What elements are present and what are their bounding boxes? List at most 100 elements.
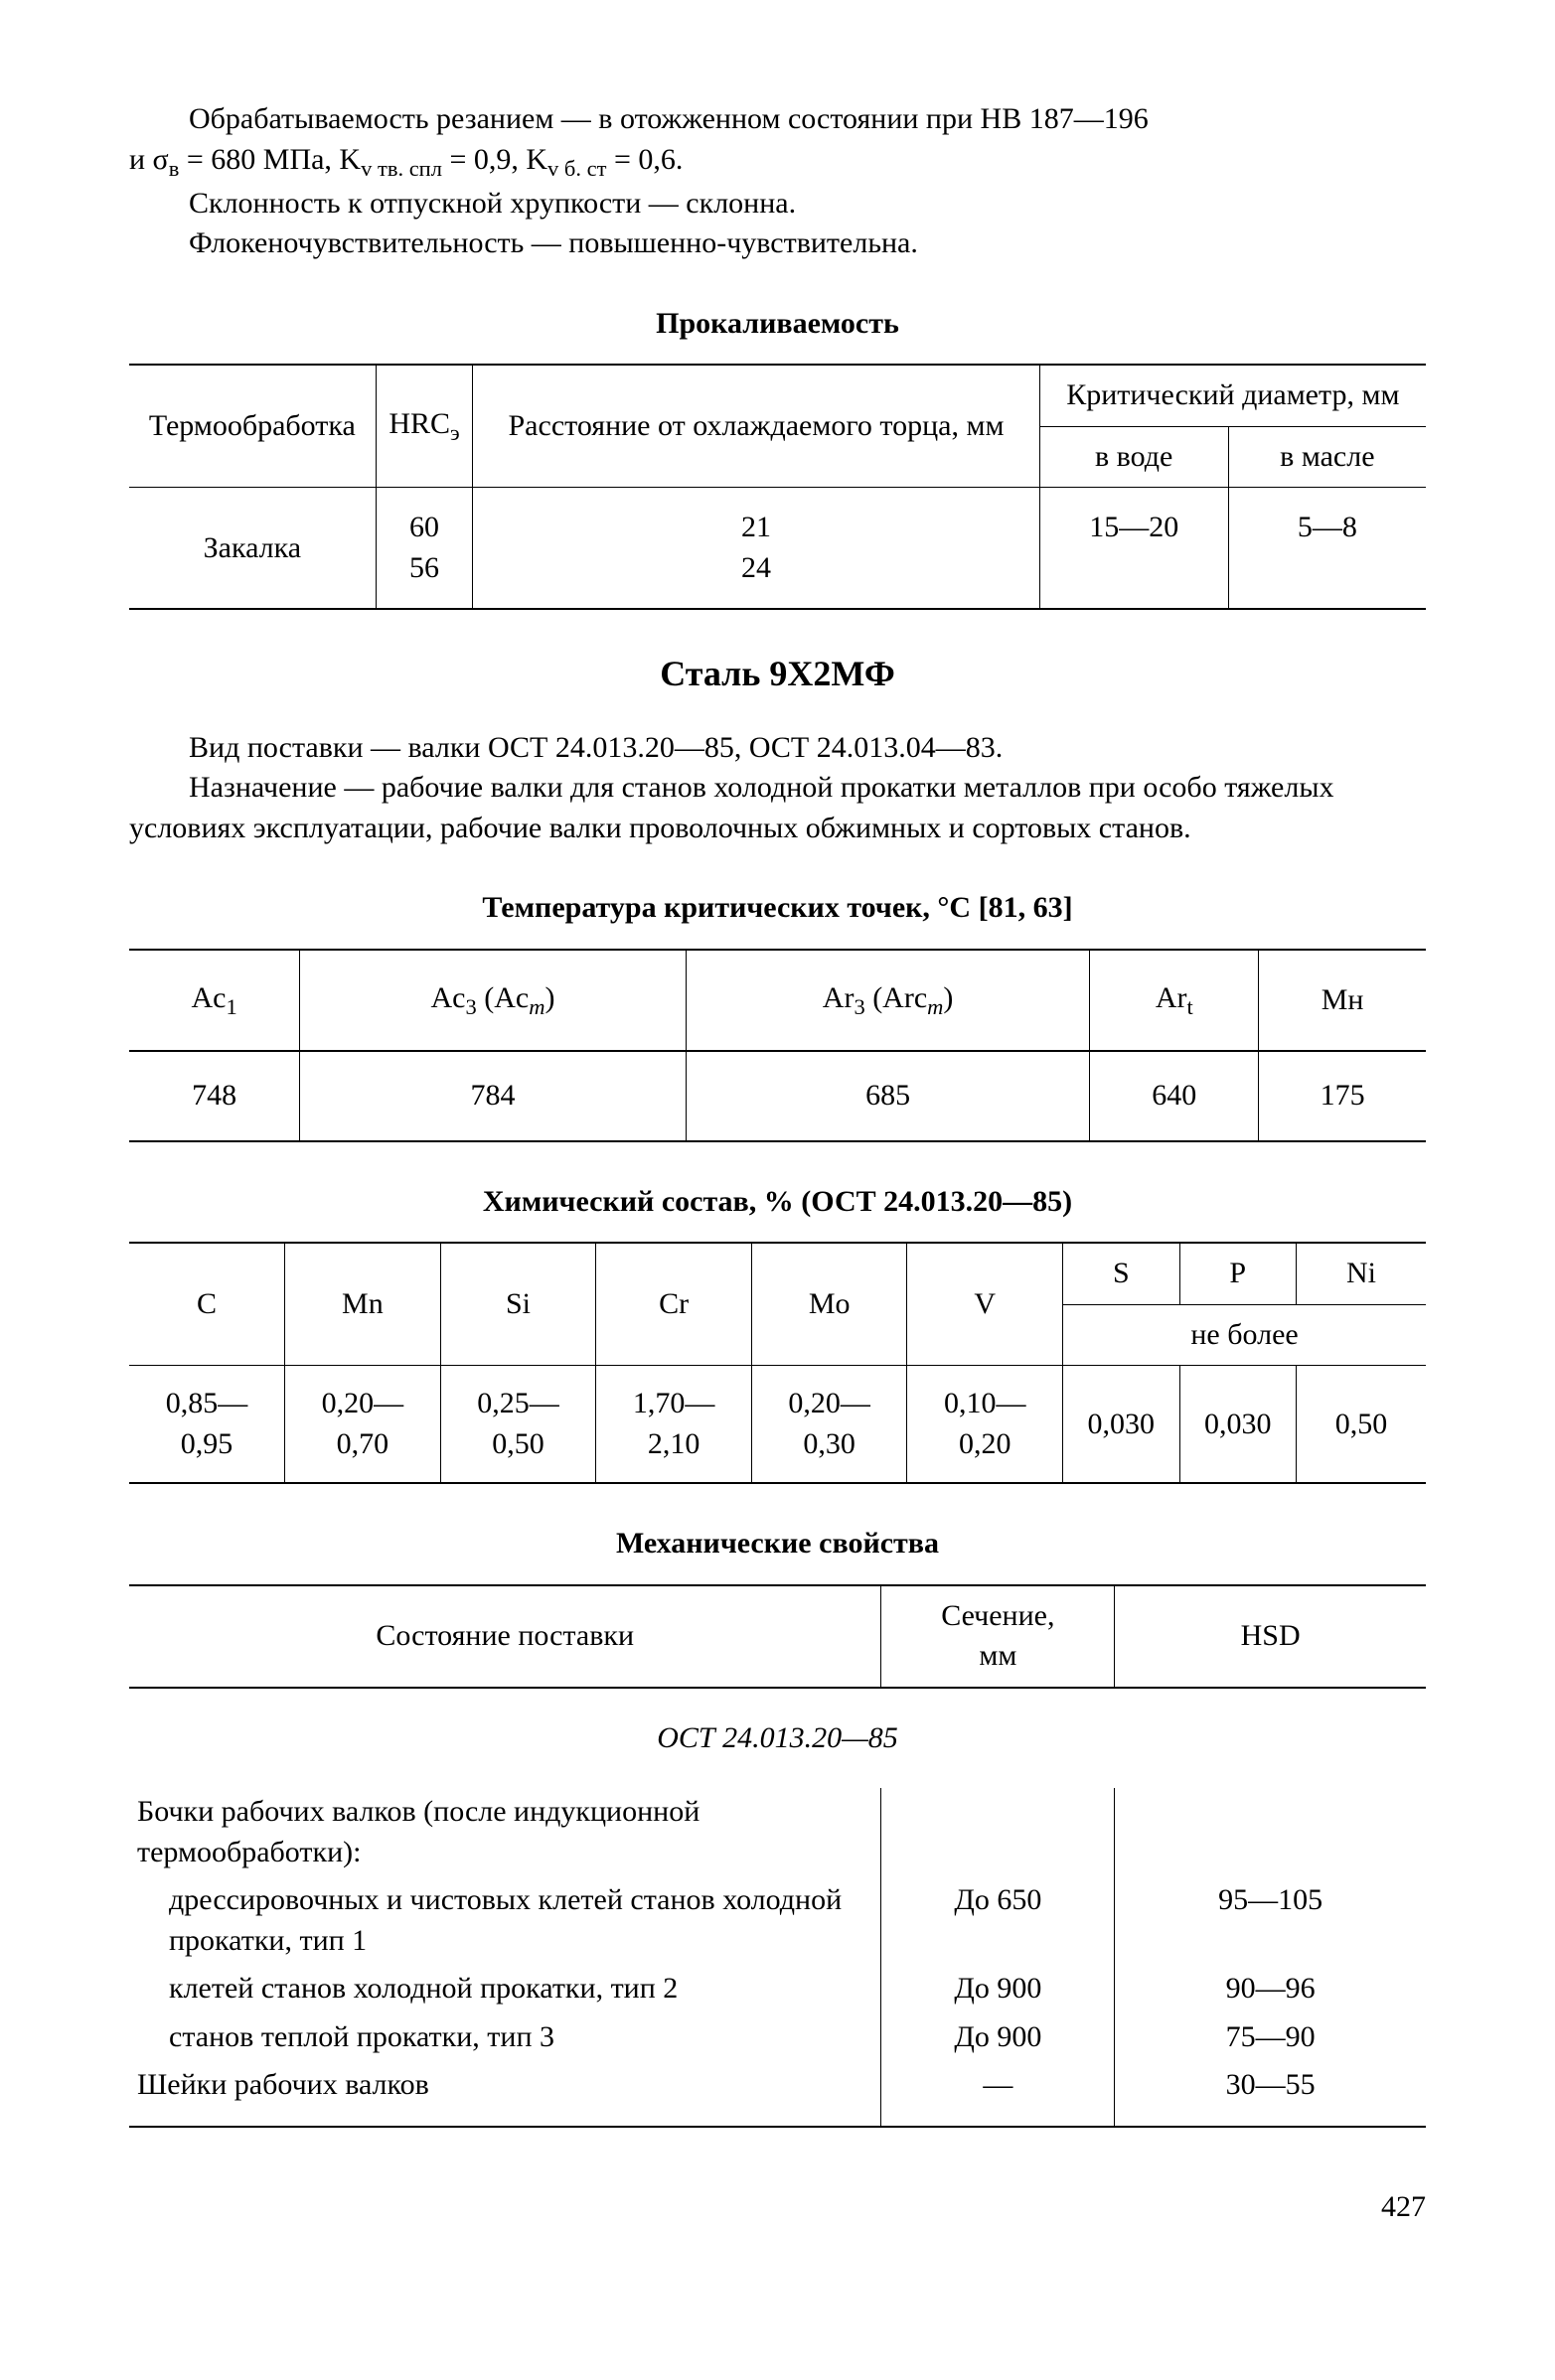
t3-h-mn: Mn — [285, 1243, 441, 1366]
intro-line2-sub3: v б. ст — [547, 156, 606, 181]
t1-h-crit: Критический диаметр, мм — [1039, 365, 1426, 426]
t2-h2: Ac3 (Acm) — [300, 950, 687, 1051]
t2-v5: 175 — [1259, 1051, 1426, 1141]
t2-h3: Ar3 (Arcm) — [686, 950, 1090, 1051]
t3-v-mo: 0,20— 0,30 — [751, 1366, 907, 1484]
t5-r2-hsd: 95—105 — [1115, 1876, 1426, 1965]
t2-h4-sub: t — [1187, 994, 1193, 1019]
t1-h-hrc-a: HRC — [389, 407, 450, 440]
t2-h2-sub2: m — [529, 994, 544, 1019]
intro-line2-a: и σ — [129, 143, 169, 176]
t3-v-ni: 0,50 — [1296, 1366, 1426, 1484]
t3-h-mo: Mo — [751, 1243, 907, 1366]
t5-r3-hsd: 90—96 — [1115, 1965, 1426, 2013]
t1-h-hrc-sub: э — [450, 420, 460, 445]
intro-line2-c: = 0,9, K — [442, 143, 547, 176]
intro-line2-sub2: v тв. спл — [361, 156, 442, 181]
t1-row-hrc: 60 56 — [376, 488, 473, 610]
ost-subtitle: ОСТ 24.013.20—85 — [129, 1718, 1426, 1759]
t2-h2-sub: 3 — [465, 994, 476, 1019]
t3-h-si: Si — [440, 1243, 596, 1366]
t3-h-max: не более — [1063, 1304, 1426, 1366]
table-row: дрессировочных и чистовых клетей станов … — [129, 1876, 1426, 1965]
t3-h-v: V — [907, 1243, 1063, 1366]
intro-line4: Флокеночувствительность — повышенно-чувс… — [129, 223, 1426, 264]
t3-v-p: 0,030 — [1179, 1366, 1296, 1484]
t4-h-hsd: HSD — [1115, 1585, 1426, 1688]
t1-h-oil: в масле — [1228, 426, 1426, 488]
intro-line2-b: = 680 МПа, K — [179, 143, 361, 176]
t1-h-dist: Расстояние от охлаждаемого торца, мм — [473, 365, 1039, 488]
hardenability-table: Термообработка HRCэ Расстояние от охлажд… — [129, 364, 1426, 610]
t5-r1-label: Бочки рабочих валков (после индукционной… — [129, 1788, 881, 1876]
t5-r4-hsd: 75—90 — [1115, 2013, 1426, 2062]
t2-h5: Мн — [1259, 950, 1426, 1051]
t2-h4: Art — [1090, 950, 1259, 1051]
desc-p2: Назначение — рабочие валки для станов хо… — [129, 768, 1426, 848]
t5-r4-label: станов теплой прокатки, тип 3 — [129, 2013, 881, 2062]
t5-r3-label: клетей станов холодной прокатки, тип 2 — [129, 1965, 881, 2013]
mech-props-body-table: Бочки рабочих валков (после индукционной… — [129, 1788, 1426, 2128]
t5-r5-sec: — — [881, 2061, 1115, 2127]
t2-h1-sub: 1 — [226, 994, 236, 1019]
t2-v1: 748 — [129, 1051, 300, 1141]
t3-h-s: S — [1063, 1243, 1179, 1304]
steel-title: Сталь 9Х2МФ — [129, 650, 1426, 698]
t2-v4: 640 — [1090, 1051, 1259, 1141]
t2-h3-c: ) — [943, 981, 953, 1014]
t3-h-p: P — [1179, 1243, 1296, 1304]
table-row: Бочки рабочих валков (после индукционной… — [129, 1788, 1426, 1876]
t3-h-ni: Ni — [1296, 1243, 1426, 1304]
t3-v-mn: 0,20— 0,70 — [285, 1366, 441, 1484]
t1-title: Прокаливаемость — [129, 304, 1426, 345]
t1-h-thermo: Термообработка — [129, 365, 376, 488]
t3-h-c: C — [129, 1243, 285, 1366]
chem-composition-table: C Mn Si Cr Mo V S P Ni не более 0,85— 0,… — [129, 1242, 1426, 1484]
t5-r1-sec — [881, 1788, 1115, 1876]
t2-h2-c: ) — [544, 981, 554, 1014]
mech-props-header-table: Состояние поставки Сечение, мм HSD — [129, 1584, 1426, 1689]
t2-h3-b: (Arc — [865, 981, 927, 1014]
t2-h1-a: Ac — [191, 981, 226, 1014]
intro-line3: Склонность к отпускной хрупкости — склон… — [129, 184, 1426, 224]
desc-p1: Вид поставки — валки ОСТ 24.013.20—85, О… — [129, 728, 1426, 769]
t3-title: Химический состав, % (ОСТ 24.013.20—85) — [129, 1182, 1426, 1223]
t5-r2-sec: До 650 — [881, 1876, 1115, 1965]
t4-h-section: Сечение, мм — [881, 1585, 1115, 1688]
t2-h2-a: Ac — [430, 981, 465, 1014]
intro-line2-sub1: в — [169, 156, 180, 181]
t5-r2-label: дрессировочных и чистовых клетей станов … — [129, 1876, 881, 1965]
t2-title: Температура критических точек, °C [81, 6… — [129, 888, 1426, 929]
t5-r1-hsd — [1115, 1788, 1426, 1876]
page-number: 427 — [129, 2187, 1426, 2228]
intro-line2-d: = 0,6. — [606, 143, 683, 176]
critical-temps-table: Ac1 Ac3 (Acm) Ar3 (Arcm) Art Мн 748 784 … — [129, 949, 1426, 1142]
intro-line2: и σв = 680 МПа, Kv тв. спл = 0,9, Kv б. … — [129, 140, 1426, 184]
t2-v3: 685 — [686, 1051, 1090, 1141]
t1-h-water: в воде — [1039, 426, 1228, 488]
t2-h4-a: Ar — [1156, 981, 1187, 1014]
t2-h1: Ac1 — [129, 950, 300, 1051]
t4-title: Механические свойства — [129, 1524, 1426, 1564]
t2-h3-sub: 3 — [854, 994, 864, 1019]
t5-r5-label: Шейки рабочих валков — [129, 2061, 881, 2127]
t3-h-cr: Cr — [596, 1243, 752, 1366]
t3-v-v: 0,10— 0,20 — [907, 1366, 1063, 1484]
t3-v-s: 0,030 — [1063, 1366, 1179, 1484]
t2-h3-sub2: m — [927, 994, 943, 1019]
t3-v-si: 0,25— 0,50 — [440, 1366, 596, 1484]
t4-h-state: Состояние поставки — [129, 1585, 881, 1688]
table-row: Шейки рабочих валков — 30—55 — [129, 2061, 1426, 2127]
t1-row-oil: 5—8 — [1228, 488, 1426, 610]
t1-row-water: 15—20 — [1039, 488, 1228, 610]
t1-row-thermo: Закалка — [129, 488, 376, 610]
t3-v-c: 0,85— 0,95 — [129, 1366, 285, 1484]
table-row: станов теплой прокатки, тип 3 До 900 75—… — [129, 2013, 1426, 2062]
t2-h3-a: Ar — [823, 981, 855, 1014]
t3-v-cr: 1,70— 2,10 — [596, 1366, 752, 1484]
t2-h2-b: (Ac — [477, 981, 529, 1014]
t2-v2: 784 — [300, 1051, 687, 1141]
t1-h-hrc: HRCэ — [376, 365, 473, 488]
t5-r3-sec: До 900 — [881, 1965, 1115, 2013]
t1-row-dist: 21 24 — [473, 488, 1039, 610]
